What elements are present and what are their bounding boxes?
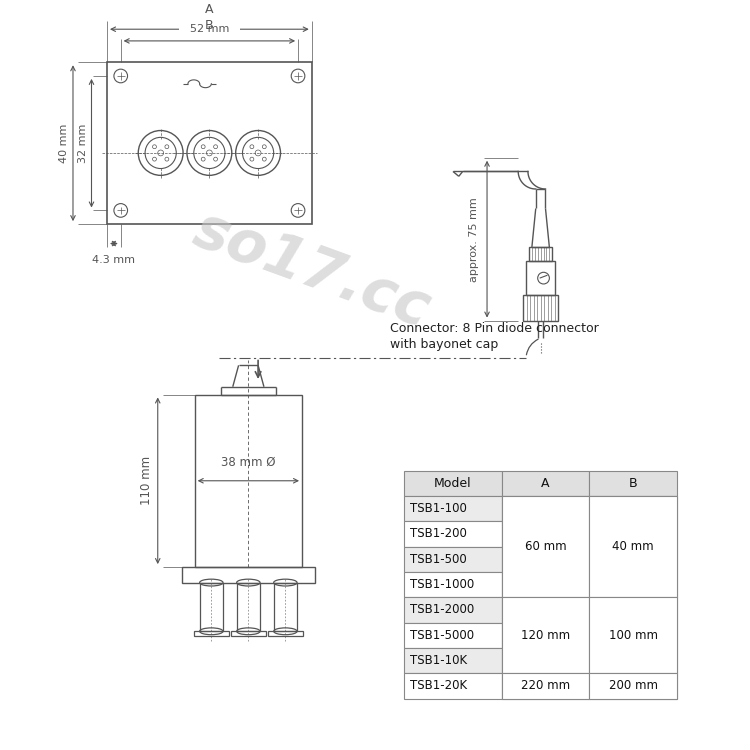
Bar <box>195 394 302 567</box>
Text: 60 mm: 60 mm <box>525 540 566 553</box>
Text: approx. 75 mm: approx. 75 mm <box>470 196 479 281</box>
Text: 40 mm: 40 mm <box>59 124 69 163</box>
Text: TSB1-1000: TSB1-1000 <box>410 578 474 591</box>
Bar <box>526 261 555 296</box>
Bar <box>404 572 502 597</box>
Bar <box>404 622 502 648</box>
Text: TSB1-100: TSB1-100 <box>410 502 467 515</box>
Text: TSB1-2000: TSB1-2000 <box>410 603 474 616</box>
Bar <box>590 547 677 572</box>
Bar <box>502 597 590 674</box>
Bar <box>274 583 297 632</box>
Bar <box>590 470 677 496</box>
Bar <box>107 62 312 224</box>
Text: 40 mm: 40 mm <box>612 540 654 553</box>
Bar <box>502 521 590 547</box>
Bar <box>502 648 590 674</box>
Bar <box>529 248 552 261</box>
Bar <box>590 521 677 547</box>
Bar <box>590 572 677 597</box>
Bar <box>502 496 590 521</box>
Bar <box>182 567 314 583</box>
Bar <box>502 572 590 597</box>
Bar <box>590 597 677 622</box>
Bar <box>502 622 590 648</box>
Bar <box>502 496 590 597</box>
Text: Connector: 8 Pin diode connector: Connector: 8 Pin diode connector <box>389 322 598 334</box>
Text: 38 mm Ø: 38 mm Ø <box>221 456 275 469</box>
Bar <box>404 547 502 572</box>
Bar <box>523 296 558 320</box>
Bar <box>590 622 677 648</box>
Text: 120 mm: 120 mm <box>521 628 570 642</box>
Text: TSB1-500: TSB1-500 <box>410 553 466 566</box>
Text: A: A <box>206 2 214 16</box>
Text: 200 mm: 200 mm <box>609 680 658 692</box>
Bar <box>590 496 677 521</box>
Text: TSB1-200: TSB1-200 <box>410 527 467 540</box>
Bar <box>404 597 502 622</box>
Text: B: B <box>628 477 638 490</box>
Text: 52 mm: 52 mm <box>190 24 229 34</box>
Bar <box>590 597 677 674</box>
Bar <box>590 648 677 674</box>
Text: TSB1-10K: TSB1-10K <box>410 654 467 667</box>
Text: TSB1-5000: TSB1-5000 <box>410 628 474 642</box>
Bar <box>502 674 590 698</box>
Bar <box>404 674 502 698</box>
Text: with bayonet cap: with bayonet cap <box>389 338 498 351</box>
Text: Model: Model <box>434 477 472 490</box>
Bar <box>268 632 303 636</box>
Text: 220 mm: 220 mm <box>521 680 570 692</box>
Bar <box>200 583 223 632</box>
Text: A: A <box>542 477 550 490</box>
Bar <box>404 496 502 521</box>
Bar <box>404 648 502 674</box>
Text: 4.3 mm: 4.3 mm <box>92 255 136 266</box>
Bar <box>237 583 260 632</box>
Text: 100 mm: 100 mm <box>609 628 658 642</box>
Bar <box>590 496 677 597</box>
Bar <box>404 521 502 547</box>
Bar <box>590 674 677 698</box>
Text: so17.cc: so17.cc <box>186 201 438 339</box>
Bar <box>502 547 590 572</box>
Text: 32 mm: 32 mm <box>77 124 88 163</box>
Text: TSB1-20K: TSB1-20K <box>410 680 467 692</box>
Text: 110 mm: 110 mm <box>140 456 153 506</box>
Bar <box>194 632 229 636</box>
Bar <box>502 597 590 622</box>
Bar <box>502 470 590 496</box>
Bar <box>502 674 590 698</box>
Text: B: B <box>205 20 214 32</box>
Bar <box>590 674 677 698</box>
Bar <box>404 470 502 496</box>
Bar <box>231 632 266 636</box>
